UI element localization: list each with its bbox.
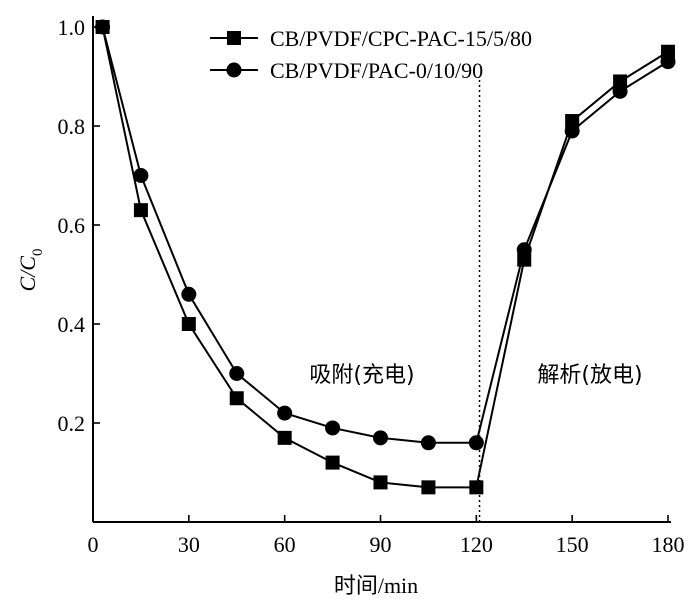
legend-marker-square [227,31,241,45]
y-tick-label: 0.6 [58,213,86,238]
legend-label-series-2: CB/PVDF/PAC-0/10/90 [270,58,483,83]
data-point-square [373,475,388,490]
data-point-circle [468,435,484,451]
data-point-circle [277,405,293,421]
data-point-square [229,391,244,406]
y-axis-title-subscript: 0 [30,249,46,257]
data-point-square [421,480,436,495]
data-point-square [325,455,340,470]
y-axis-title-main: C/C [15,256,40,292]
data-point-circle [420,435,436,451]
legend-marker-circle [226,62,242,78]
legend-label-series-1: CB/PVDF/CPC-PAC-15/5/80 [270,26,532,51]
x-ticks: 0 30 60 90 120 150 180 [88,515,685,557]
x-tick-label: 90 [370,532,392,557]
y-ticks: 0.2 0.4 0.6 0.8 1.0 [58,15,100,436]
x-tick-label: 30 [178,532,200,557]
series-line-1 [101,26,669,489]
y-tick-label: 1.0 [58,15,86,40]
x-tick-label: 60 [274,532,296,557]
annotation-adsorption: 吸附(充电) [309,363,414,388]
data-point-square [277,430,292,445]
data-point-circle [229,366,245,381]
y-axis-title: C/C0 [15,249,46,292]
legend: CB/PVDF/CPC-PAC-15/5/80 CB/PVDF/PAC-0/10… [210,26,532,83]
data-point-circle [373,430,388,446]
x-tick-label: 120 [460,532,493,557]
y-tick-label: 0.8 [58,114,86,139]
data-point-circle [516,242,532,258]
x-tick-label: 150 [556,532,589,557]
x-tick-label: 0 [88,532,99,557]
y-tick-label: 0.2 [58,411,86,436]
data-point-circle [133,168,149,183]
y-tick-label: 0.4 [58,312,86,337]
x-axis-title: 时间/min [334,573,418,598]
data-point-circle [564,123,580,139]
data-point-square [469,480,484,495]
data-point-circle [612,83,628,99]
data-point-circle [660,54,676,70]
data-point-circle [181,286,197,302]
data-point-square [133,203,148,218]
series-layer [95,19,676,495]
annotation-desorption: 解析(放电) [537,363,642,388]
data-point-square [181,317,196,331]
data-point-circle [325,420,341,436]
x-tick-label: 180 [652,532,685,557]
data-point-circle [95,19,111,35]
